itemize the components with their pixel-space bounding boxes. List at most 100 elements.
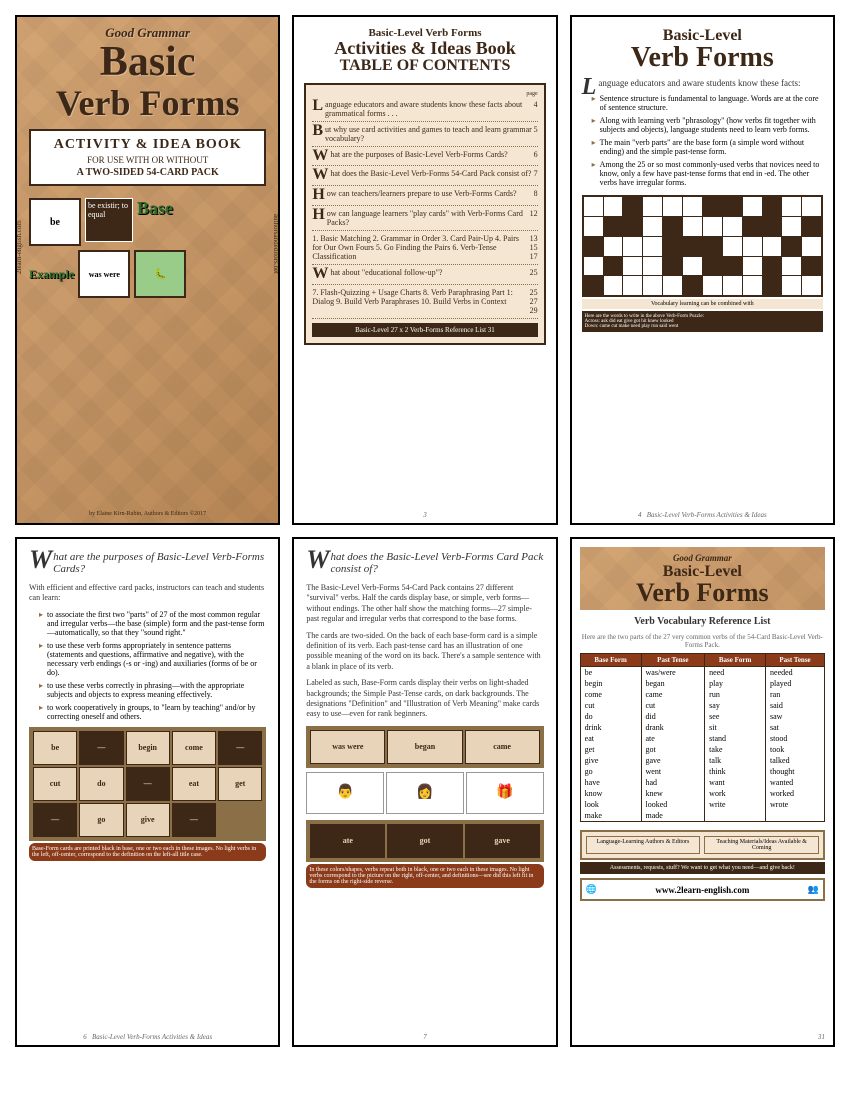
verb-card: cut: [33, 767, 77, 801]
verb-card-dark: —: [172, 803, 216, 837]
dropcap: W: [306, 551, 329, 569]
paragraph: The cards are two-sided. On the back of …: [306, 631, 543, 673]
table-row: bewas/wereneedneeded: [580, 667, 824, 679]
verb-card: eat: [172, 767, 216, 801]
table-cell: ate: [641, 733, 705, 744]
page7-light-cards: was werebegancame: [306, 726, 543, 768]
intro-lead: L anguage educators and aware students k…: [582, 78, 823, 90]
verb-card-dark: ate: [310, 824, 385, 858]
table-row: dodidseesaw: [580, 711, 824, 722]
table-cell: say: [705, 700, 766, 711]
verb-card-dark: —: [126, 767, 170, 801]
table-cell: be: [580, 667, 641, 679]
page7-panel: W hat does the Basic-Level Verb-Forms Ca…: [292, 537, 557, 1047]
page6-intro: With efficient and effective card packs,…: [29, 583, 266, 604]
table-cell: talked: [766, 755, 825, 766]
verb-card: do: [79, 767, 123, 801]
toc-item: What are the purposes of Basic-Level Ver…: [312, 147, 537, 167]
ref-pagenum: 31: [572, 1033, 825, 1041]
verb-card: go: [79, 803, 123, 837]
intro-footer: 4 Basic-Level Verb-Forms Activities & Id…: [572, 511, 833, 519]
verb-card-dark: got: [387, 824, 462, 858]
card-pack-label: A TWO-SIDED 54-CARD PACK: [37, 167, 258, 178]
title-text: hat are the purposes of Basic-Level Verb…: [53, 551, 264, 575]
page6-title: W hat are the purposes of Basic-Level Ve…: [29, 551, 266, 575]
toc-t2: Activities & Ideas Book: [304, 39, 545, 57]
illus-icon: 👩: [386, 772, 464, 814]
table-cell: began: [641, 678, 705, 689]
page7-paras: The Basic-Level Verb-Forms 54-Card Pack …: [306, 583, 543, 720]
bullet-item: to use these verbs correctly in phrasing…: [39, 681, 266, 699]
verb-card: get: [218, 767, 262, 801]
people-icon: 👥: [808, 884, 819, 895]
table-row: cutcutsaysaid: [580, 700, 824, 711]
bullet-item: to work cooperatively in groups, to "lea…: [39, 703, 266, 721]
toc-footer: Basic-Level 27 x 2 Verb-Forms Reference …: [312, 323, 537, 337]
table-row: eatatestandstood: [580, 733, 824, 744]
table-row: havehadwantwanted: [580, 777, 824, 788]
activity-book-label: ACTIVITY & IDEA BOOK: [37, 137, 258, 153]
table-cell: made: [641, 810, 705, 822]
table-cell: did: [641, 711, 705, 722]
table-cell: was/were: [641, 667, 705, 679]
table-row: knowknewworkworked: [580, 788, 824, 799]
url: www.2learn-english.com: [655, 885, 749, 895]
cover-title2: Verb Forms: [25, 85, 270, 121]
table-cell: gave: [641, 755, 705, 766]
table-cell: came: [641, 689, 705, 700]
verb-card: begin: [126, 731, 170, 765]
toc-item: 7. Flash-Quizzing + Usage Charts 8. Verb…: [312, 285, 537, 319]
bullet-item: to use these verb forms appropriately in…: [39, 641, 266, 677]
table-row: beginbeganplayplayed: [580, 678, 824, 689]
table-cell: do: [580, 711, 641, 722]
bullet-item: The main "verb parts" are the base form …: [592, 138, 823, 156]
table-cell: go: [580, 766, 641, 777]
table-cell: see: [705, 711, 766, 722]
paragraph: The Basic-Level Verb-Forms 54-Card Pack …: [306, 583, 543, 625]
table-cell: thought: [766, 766, 825, 777]
page7-banner: In these colors/shapes, verbs repeat bot…: [306, 864, 543, 888]
page6-banner: Base-Form cards are printed black in bas…: [29, 843, 266, 861]
table-cell: play: [705, 678, 766, 689]
cover-titles: Good Grammar Basic Verb Forms: [25, 25, 270, 121]
was-card: was were: [78, 250, 130, 298]
verb-card: give: [126, 803, 170, 837]
toc-list: page Language educators and aware studen…: [304, 83, 545, 345]
illustration-card: 🐛: [134, 250, 186, 298]
table-cell: said: [766, 700, 825, 711]
table-cell: took: [766, 744, 825, 755]
toc-t3: TABLE OF CONTENTS: [304, 57, 545, 75]
toc-item: What does the Basic-Level Verb-Forms 54-…: [312, 166, 537, 186]
table-cell: run: [705, 689, 766, 700]
table-cell: make: [580, 810, 641, 822]
ref-subtitle2: Verb Vocabulary Reference List: [580, 616, 825, 627]
table-header: Past Tense: [641, 654, 705, 667]
table-row: givegavetalktalked: [580, 755, 824, 766]
page-num: 3: [294, 511, 555, 519]
toc-panel: Basic-Level Verb Forms Activities & Idea…: [292, 15, 557, 525]
table-cell: look: [580, 799, 641, 810]
table-header: Past Tense: [766, 654, 825, 667]
table-cell: stood: [766, 733, 825, 744]
table-cell: stand: [705, 733, 766, 744]
crossword: [582, 195, 823, 297]
for-use-label: FOR USE WITH OR WITHOUT: [37, 155, 258, 165]
cover-cards: be be existir; to equal Base Example was…: [25, 194, 270, 302]
table-cell: work: [705, 788, 766, 799]
toc-heading: Basic-Level Verb Forms Activities & Idea…: [304, 27, 545, 75]
table-cell: ran: [766, 689, 825, 700]
page6-panel: W hat are the purposes of Basic-Level Ve…: [15, 537, 280, 1047]
page-grid: Good Grammar Basic Verb Forms ACTIVITY &…: [15, 15, 835, 1047]
bullet-item: Along with learning verb "phrasology" (h…: [592, 116, 823, 134]
table-cell: saw: [766, 711, 825, 722]
verb-card-dark: —: [218, 731, 262, 765]
verb-card-dark: —: [79, 731, 123, 765]
toc-item: 1. Basic Matching 2. Grammar in Order 3.…: [312, 231, 537, 265]
example-label: Example: [29, 267, 74, 282]
bullet-item: to associate the first two "parts" of 27…: [39, 610, 266, 637]
promo-box1: Language-Learning Authors & Editors: [586, 836, 701, 854]
page6-cards: be—begincome—cutdo—eatget—gogive—: [29, 727, 266, 841]
table-cell: begin: [580, 678, 641, 689]
illus-icon: 👨: [306, 772, 384, 814]
verb-card: was were: [310, 730, 385, 764]
